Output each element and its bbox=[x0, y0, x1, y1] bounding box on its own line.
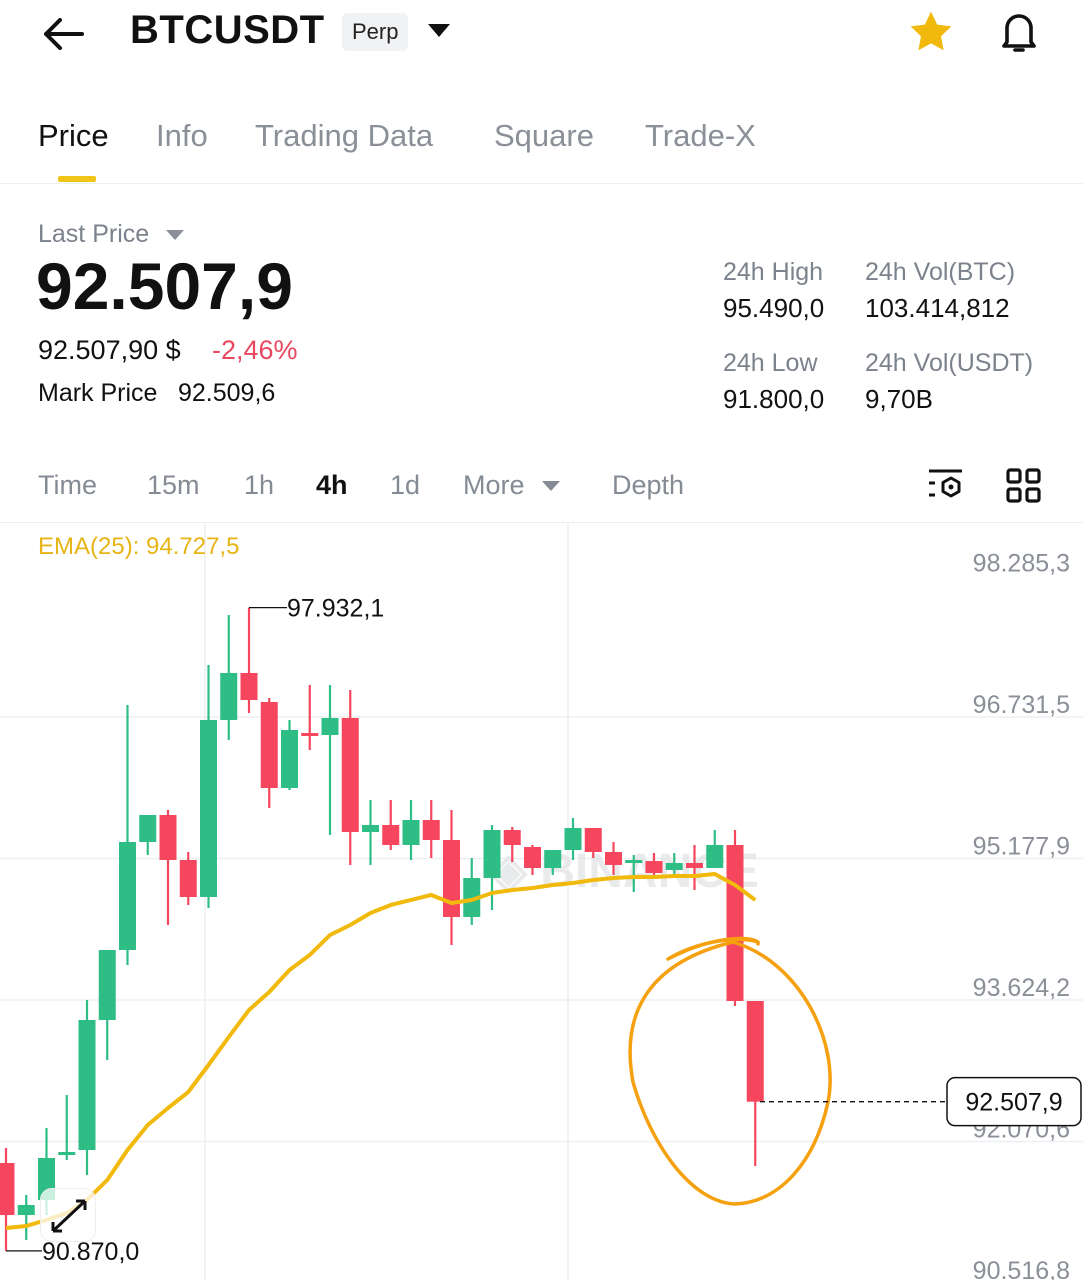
timeframe-1h[interactable]: 1h bbox=[244, 470, 275, 500]
candle-body-up bbox=[544, 849, 562, 868]
y-axis-tick-label: 98.285,3 bbox=[973, 549, 1070, 577]
layout-button[interactable] bbox=[1006, 468, 1042, 509]
mark-price: 92.509,6 bbox=[178, 379, 276, 407]
arrow-left-icon bbox=[44, 18, 84, 50]
timeframe-4h[interactable]: 4h bbox=[316, 470, 348, 500]
timeframe-15m[interactable]: 15m bbox=[147, 470, 200, 500]
fullscreen-button[interactable] bbox=[40, 1188, 96, 1242]
last-price-tag-label: 92.507,9 bbox=[965, 1089, 1062, 1117]
candle-body-down bbox=[0, 1163, 15, 1216]
candle-body-down bbox=[503, 829, 521, 845]
low-value: 91.800,0 bbox=[723, 384, 825, 414]
candle-body-up bbox=[98, 949, 116, 1021]
candle-body-up bbox=[119, 841, 136, 950]
back-button[interactable] bbox=[40, 14, 86, 54]
mark-price-label: Mark Price bbox=[38, 379, 158, 407]
tab-trade-x[interactable]: Trade-X bbox=[645, 118, 756, 153]
last-price-tag bbox=[946, 1076, 1082, 1127]
tab-trading-data[interactable]: Trading Data bbox=[255, 118, 434, 153]
candle-body-down bbox=[605, 851, 622, 865]
divider bbox=[0, 183, 1083, 184]
grid-layout-icon bbox=[1006, 468, 1041, 503]
candle-body-down bbox=[645, 861, 663, 873]
candle-body-up bbox=[321, 717, 339, 735]
vol-btc-value: 103.414,812 bbox=[865, 293, 1010, 323]
y-axis-tick-label: 95.177,9 bbox=[973, 832, 1070, 860]
contract-badge: Perp bbox=[342, 13, 409, 51]
bell-icon bbox=[1002, 14, 1036, 52]
alert-button[interactable] bbox=[994, 8, 1044, 61]
candle-body-down bbox=[746, 1001, 764, 1102]
candle-body-down bbox=[686, 862, 703, 868]
more-caret-icon[interactable] bbox=[542, 481, 560, 491]
last-price: 92.507,9 bbox=[36, 249, 293, 323]
tab-info[interactable]: Info bbox=[156, 118, 208, 153]
high-marker-label: 97.932,1 bbox=[287, 595, 384, 623]
high-label: 24h High bbox=[723, 258, 824, 286]
candle-body-up bbox=[58, 1152, 76, 1156]
divider bbox=[0, 522, 1083, 523]
ema25-line bbox=[5, 871, 757, 1231]
high-value: 95.490,0 bbox=[723, 293, 825, 323]
candle-body-up bbox=[665, 862, 683, 870]
active-tab-indicator bbox=[58, 176, 96, 182]
indicator-settings-button[interactable] bbox=[926, 466, 966, 511]
hand-drawn-circle-annotation bbox=[628, 936, 832, 1206]
candle-body-up bbox=[483, 829, 501, 878]
candle-body-down bbox=[584, 827, 602, 852]
vol-usdt-value: 9,70B bbox=[865, 384, 933, 414]
last-price-label[interactable]: Last Price bbox=[38, 220, 150, 248]
candle-body-down bbox=[301, 732, 319, 736]
timeframe-time[interactable]: Time bbox=[38, 470, 97, 500]
candle-body-down bbox=[260, 701, 278, 788]
candle-body-down bbox=[422, 819, 440, 840]
candle-body-down bbox=[382, 824, 400, 845]
low-label: 24h Low bbox=[723, 349, 818, 377]
candle-body-up bbox=[17, 1205, 35, 1216]
y-axis-tick-label: 96.731,5 bbox=[973, 691, 1070, 719]
candle-body-up bbox=[281, 729, 298, 788]
candle-body-down bbox=[443, 839, 460, 917]
low-marker-label: 90.870,0 bbox=[42, 1238, 139, 1266]
tab-square[interactable]: Square bbox=[494, 118, 594, 153]
favorite-button[interactable] bbox=[906, 8, 956, 61]
candle-body-up bbox=[625, 859, 643, 863]
candle-body-up bbox=[220, 672, 238, 720]
timeframe-depth[interactable]: Depth bbox=[612, 470, 685, 500]
last-price-caret-icon[interactable] bbox=[166, 230, 184, 240]
timeframe-more[interactable]: More bbox=[463, 470, 525, 500]
timeframe-1d[interactable]: 1d bbox=[390, 470, 421, 500]
y-axis-tick-label: 93.624,2 bbox=[973, 974, 1070, 1002]
y-axis-tick-label: 90.516,8 bbox=[973, 1257, 1070, 1280]
candle-body-up bbox=[139, 814, 157, 842]
candle-body-down bbox=[524, 846, 541, 868]
ema-indicator-label: EMA(25): 94.727,5 bbox=[38, 533, 240, 560]
change-percent: -2,46% bbox=[212, 335, 298, 365]
star-icon bbox=[910, 11, 952, 51]
vol-btc-label: 24h Vol(BTC) bbox=[865, 258, 1016, 286]
candle-body-up bbox=[362, 824, 379, 832]
tab-price[interactable]: Price bbox=[38, 118, 109, 153]
candle-body-up bbox=[706, 844, 724, 868]
candle-body-down bbox=[179, 859, 197, 897]
candle-body-down bbox=[240, 672, 258, 700]
candle-body-up bbox=[78, 1020, 96, 1151]
candlestick-chart[interactable]: 98.285,396.731,595.177,993.624,292.070,6… bbox=[0, 522, 1083, 1280]
symbol-dropdown-caret-icon[interactable] bbox=[428, 24, 450, 37]
candle-body-down bbox=[726, 844, 744, 1002]
candle-body-up bbox=[463, 877, 481, 917]
candle-body-up bbox=[564, 827, 582, 850]
candle-body-down bbox=[159, 814, 177, 860]
candle-body-up bbox=[200, 719, 217, 897]
indicator-settings-icon bbox=[929, 469, 962, 498]
expand-arrows-icon bbox=[51, 1199, 87, 1233]
symbol-title[interactable]: BTCUSDT bbox=[130, 8, 325, 52]
fiat-price: 92.507,90 $ bbox=[38, 335, 181, 365]
candle-body-down bbox=[341, 717, 359, 832]
vol-usdt-label: 24h Vol(USDT) bbox=[865, 349, 1034, 377]
candle-body-up bbox=[402, 819, 420, 845]
